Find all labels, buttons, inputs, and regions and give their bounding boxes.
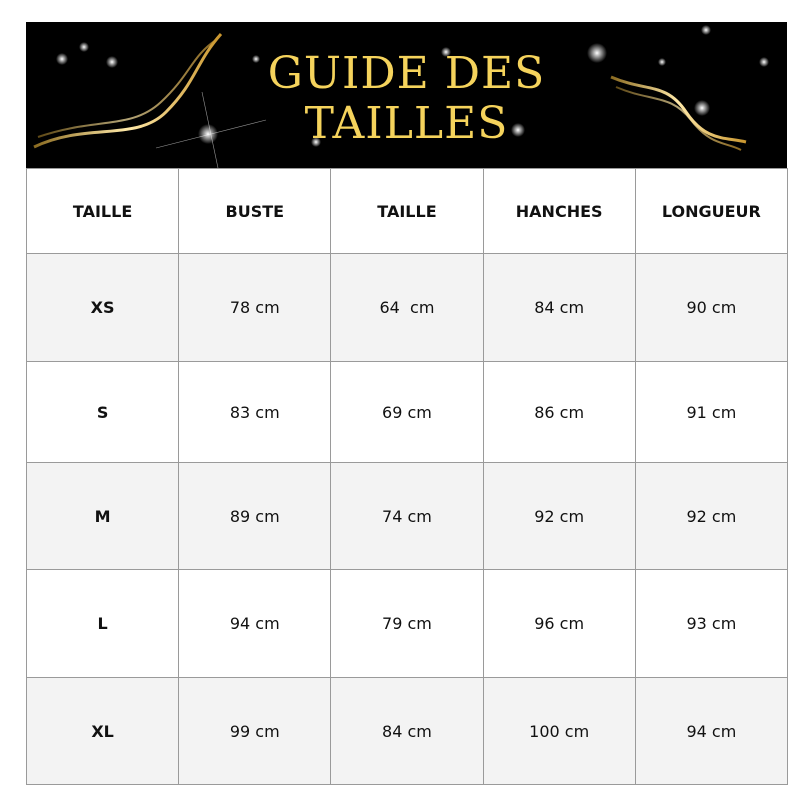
bust-cell: 99 cm	[178, 677, 332, 785]
waist-cell: 84 cm	[330, 677, 484, 785]
hips-cell: 92 cm	[482, 462, 636, 570]
bust-cell: 83 cm	[178, 361, 332, 463]
waist-cell: 69 cm	[330, 361, 484, 463]
length-cell: 94 cm	[634, 677, 789, 785]
size-cell: XL	[25, 677, 180, 785]
hips-cell: 84 cm	[482, 253, 636, 362]
sparkle-decoration	[33, 25, 769, 168]
table-row: S 83 cm 69 cm 86 cm 91 cm	[25, 361, 789, 463]
table-row: L 94 cm 79 cm 96 cm 93 cm	[25, 569, 789, 678]
size-guide-banner: GUIDE DES TAILLES	[26, 22, 787, 168]
size-cell: S	[25, 361, 180, 463]
length-cell: 90 cm	[634, 253, 789, 362]
hips-cell: 100 cm	[482, 677, 636, 785]
hips-cell: 86 cm	[482, 361, 636, 463]
length-cell: 92 cm	[634, 462, 789, 570]
waist-cell: 64 cm	[330, 253, 484, 362]
waist-cell: 79 cm	[330, 569, 484, 678]
table-row: M 89 cm 74 cm 92 cm 92 cm	[25, 462, 789, 570]
bust-cell: 89 cm	[178, 462, 332, 570]
size-chart-table: TAILLE BUSTE TAILLE HANCHES LONGUEUR XS …	[25, 168, 789, 785]
hips-cell: 96 cm	[482, 569, 636, 678]
column-header-bust: BUSTE	[178, 168, 332, 254]
length-cell: 91 cm	[634, 361, 789, 463]
bust-cell: 94 cm	[178, 569, 332, 678]
bust-cell: 78 cm	[178, 253, 332, 362]
banner-title-line2: TAILLES	[304, 98, 509, 149]
column-header-waist: TAILLE	[330, 168, 484, 254]
size-cell: XS	[25, 253, 180, 362]
banner-title-line1: GUIDE DES	[267, 48, 546, 99]
header-row: TAILLE BUSTE TAILLE HANCHES LONGUEUR	[25, 168, 789, 254]
size-cell: L	[25, 569, 180, 678]
table-row: XS 78 cm 64 cm 84 cm 90 cm	[25, 253, 789, 362]
table-row: XL 99 cm 84 cm 100 cm 94 cm	[25, 677, 789, 785]
column-header-hips: HANCHES	[482, 168, 636, 254]
length-cell: 93 cm	[634, 569, 789, 678]
column-header-size: TAILLE	[25, 168, 180, 254]
size-cell: M	[25, 462, 180, 570]
column-header-length: LONGUEUR	[634, 168, 789, 254]
waist-cell: 74 cm	[330, 462, 484, 570]
